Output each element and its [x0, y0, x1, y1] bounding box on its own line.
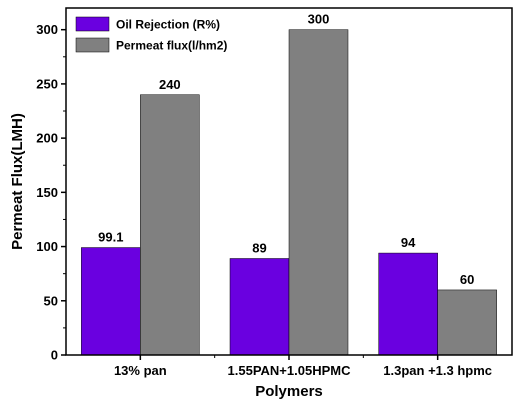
data-label: 300: [308, 12, 330, 27]
bar: [229, 258, 290, 356]
legend: Oil Rejection (R%) Permeat flux(l/hm2): [75, 16, 227, 53]
y-axis-title: Permeat Flux(LMH): [9, 113, 26, 250]
x-tick-label: 1.55PAN+1.05HPMC: [228, 363, 352, 378]
data-labels: 99.1 240 89 300 94 60: [98, 12, 474, 287]
x-tick-label: 13% pan: [114, 363, 167, 378]
legend-label: Permeat flux(l/hm2): [116, 39, 227, 53]
y-tick-label: 250: [36, 76, 58, 91]
y-tick-label: 0: [51, 348, 58, 363]
bar: [437, 289, 497, 356]
axes: 0 50 100 150 200 250 300 13% pan 1.55PAN+1.05HPM…: [36, 7, 513, 378]
bar: [140, 94, 200, 356]
bars: [81, 29, 497, 356]
legend-swatch: [75, 16, 110, 32]
data-label: 240: [159, 77, 181, 92]
x-tick-label: 1.3pan +1.3 hpmc: [383, 363, 492, 378]
x-axis-title: Polymers: [255, 383, 323, 400]
legend-swatch: [75, 37, 110, 53]
data-label: 89: [252, 240, 266, 255]
bar: [288, 29, 349, 356]
data-label: 99.1: [98, 230, 123, 245]
legend-label: Oil Rejection (R%): [116, 18, 220, 32]
bar: [81, 247, 141, 356]
y-tick-label: 50: [44, 293, 58, 308]
y-tick-label: 300: [36, 22, 58, 37]
y-tick-label: 200: [36, 131, 58, 146]
data-label: 94: [401, 235, 416, 250]
bar: [378, 252, 438, 356]
y-tick-label: 150: [36, 185, 58, 200]
data-label: 60: [460, 272, 474, 287]
y-tick-label: 100: [36, 239, 58, 254]
